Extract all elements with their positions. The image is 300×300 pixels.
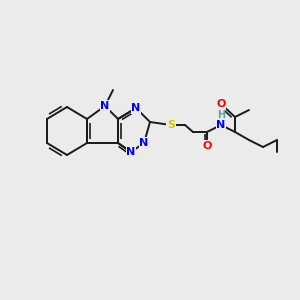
Text: N: N xyxy=(100,101,109,111)
Text: O: O xyxy=(202,141,212,151)
Text: N: N xyxy=(216,120,226,130)
Text: H: H xyxy=(217,110,225,120)
Text: S: S xyxy=(167,120,175,130)
Text: N: N xyxy=(126,147,136,157)
Text: O: O xyxy=(216,99,226,109)
Text: N: N xyxy=(140,138,148,148)
Text: N: N xyxy=(131,103,141,113)
